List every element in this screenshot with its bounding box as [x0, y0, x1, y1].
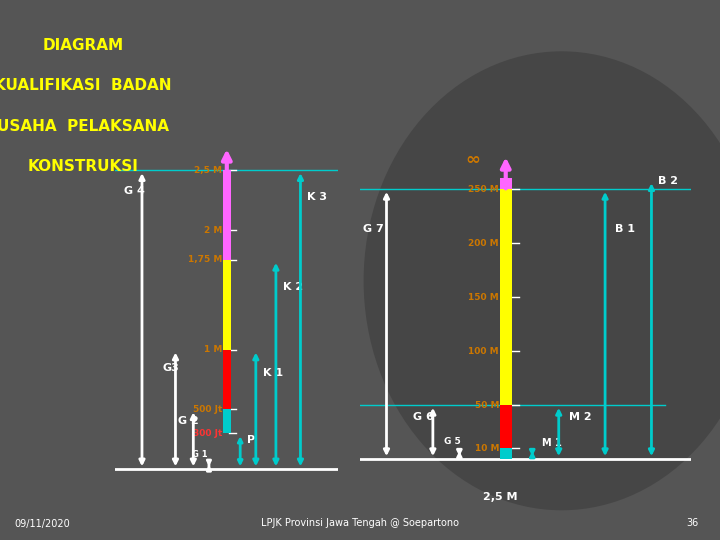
- Text: G 5: G 5: [444, 437, 461, 446]
- Bar: [500, 189, 512, 405]
- Text: P: P: [247, 435, 255, 445]
- Text: 2,5 M: 2,5 M: [194, 166, 222, 175]
- Text: 200 M: 200 M: [469, 239, 499, 247]
- Text: 100 M: 100 M: [469, 347, 499, 355]
- Text: M 2: M 2: [569, 412, 591, 422]
- Text: 36: 36: [686, 518, 698, 529]
- Text: 50 M: 50 M: [474, 401, 499, 409]
- Text: 150 M: 150 M: [468, 293, 499, 301]
- Text: 250 M: 250 M: [468, 185, 499, 193]
- Text: G 6: G 6: [413, 412, 434, 422]
- Text: K 1: K 1: [263, 368, 283, 378]
- Text: G 7: G 7: [364, 224, 384, 234]
- Text: ∞: ∞: [465, 151, 480, 169]
- Bar: [500, 448, 512, 459]
- Text: 1 M: 1 M: [204, 345, 222, 354]
- Bar: [222, 260, 231, 350]
- Bar: [222, 350, 231, 409]
- Text: 1,75 M: 1,75 M: [188, 255, 222, 265]
- Text: DIAGRAM: DIAGRAM: [42, 38, 123, 53]
- Text: B 2: B 2: [658, 176, 678, 186]
- Text: 2 M: 2 M: [204, 226, 222, 234]
- Bar: [222, 409, 231, 433]
- Ellipse shape: [364, 51, 720, 510]
- Text: 10 M: 10 M: [474, 444, 499, 453]
- Bar: [500, 405, 512, 448]
- Text: 09/11/2020: 09/11/2020: [14, 518, 70, 529]
- Text: KONSTRUKSI: KONSTRUKSI: [27, 159, 138, 174]
- Text: B 1: B 1: [615, 224, 635, 234]
- Text: K 2: K 2: [282, 282, 302, 292]
- Text: G3: G3: [162, 363, 179, 373]
- Text: USAHA  PELAKSANA: USAHA PELAKSANA: [0, 119, 168, 134]
- Text: G 2: G 2: [178, 416, 199, 426]
- Text: KUALIFIKASI  BADAN: KUALIFIKASI BADAN: [0, 78, 171, 93]
- Text: 300 Jt: 300 Jt: [193, 429, 222, 438]
- Bar: [500, 178, 512, 189]
- Bar: [222, 170, 231, 260]
- Text: G 1: G 1: [192, 450, 208, 459]
- Text: K 3: K 3: [307, 192, 327, 202]
- Text: G 4: G 4: [124, 186, 145, 196]
- Text: M 1: M 1: [542, 438, 562, 448]
- Text: 500 Jt: 500 Jt: [193, 405, 222, 414]
- Text: LPJK Provinsi Jawa Tengah @ Soepartono: LPJK Provinsi Jawa Tengah @ Soepartono: [261, 518, 459, 529]
- Text: 2,5 M: 2,5 M: [483, 491, 518, 502]
